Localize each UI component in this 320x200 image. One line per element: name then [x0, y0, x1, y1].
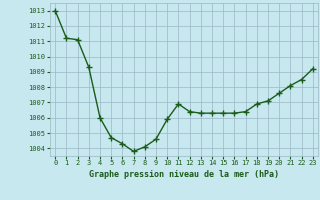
X-axis label: Graphe pression niveau de la mer (hPa): Graphe pression niveau de la mer (hPa): [89, 170, 279, 179]
